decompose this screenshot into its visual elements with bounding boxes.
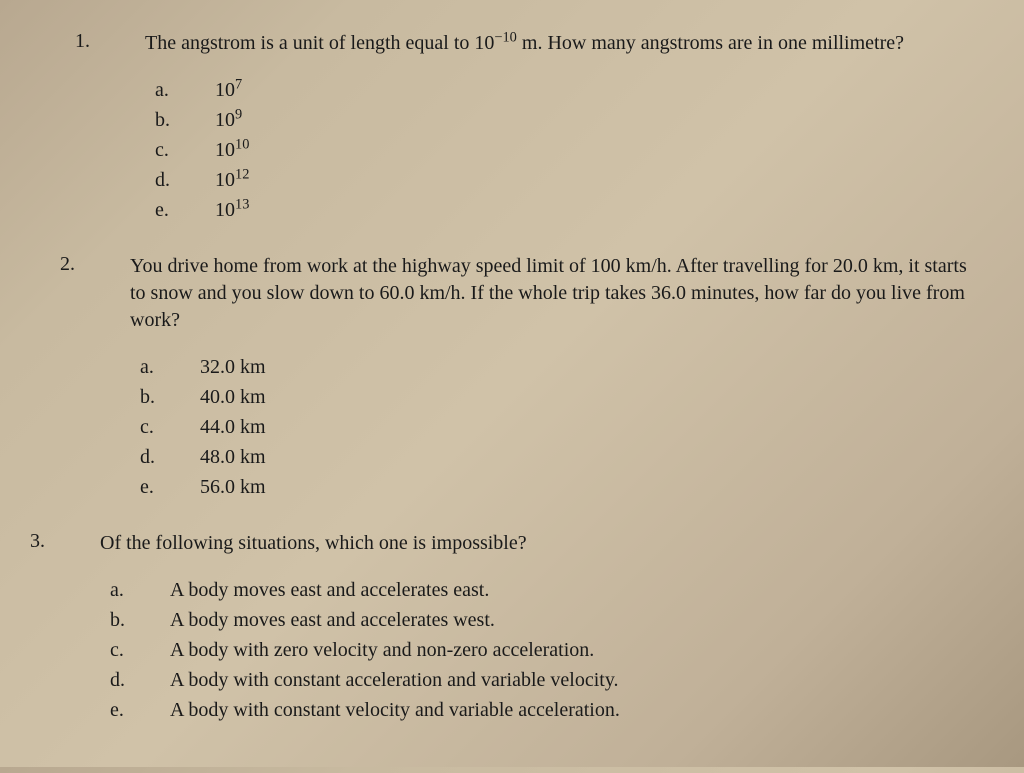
option-letter: d. [155,165,215,195]
question-2: 2. You drive home from work at the highw… [50,253,984,502]
question-body: The angstrom is a unit of length equal t… [145,30,984,225]
option-d: d. 1012 [155,165,984,195]
question-number: 1. [50,30,145,53]
option-text: 109 [215,105,984,135]
option-letter: d. [110,665,170,695]
question-text: The angstrom is a unit of length equal t… [145,30,984,57]
option-letter: b. [110,605,170,635]
q1-text-pre: The angstrom is a unit of length equal t… [145,32,494,54]
option-letter: b. [155,105,215,135]
option-letter: e. [155,195,215,225]
option-letter: d. [140,442,200,472]
option-text: 44.0 km [200,412,984,442]
options-list: a. A body moves east and accelerates eas… [110,575,984,725]
option-c: c. A body with zero velocity and non-zer… [110,635,984,665]
option-b: b. A body moves east and accelerates wes… [110,605,984,635]
option-c: c. 1010 [155,135,984,165]
option-text: 56.0 km [200,472,984,502]
options-list: a. 107 b. 109 c. 1010 d. 1012 e. 1013 [155,75,984,225]
option-a: a. 32.0 km [140,352,984,382]
worksheet-page: 1. The angstrom is a unit of length equa… [0,0,1024,773]
question-3: 3. Of the following situations, which on… [30,530,984,725]
question-body: Of the following situations, which one i… [100,530,984,725]
option-text: 48.0 km [200,442,984,472]
question-1: 1. The angstrom is a unit of length equa… [50,30,984,225]
option-b: b. 109 [155,105,984,135]
options-list: a. 32.0 km b. 40.0 km c. 44.0 km d. 48.0… [140,352,984,502]
question-text: You drive home from work at the highway … [130,253,984,334]
option-d: d. 48.0 km [140,442,984,472]
option-text: A body with constant velocity and variab… [170,695,984,725]
option-letter: a. [155,75,215,105]
option-e: e. 56.0 km [140,472,984,502]
option-text: 1013 [215,195,984,225]
option-b: b. 40.0 km [140,382,984,412]
option-text: 107 [215,75,984,105]
option-letter: b. [140,382,200,412]
q1-text-sup: −10 [494,29,517,45]
question-text: Of the following situations, which one i… [100,530,984,557]
option-text: 1012 [215,165,984,195]
option-letter: c. [155,135,215,165]
option-a: a. A body moves east and accelerates eas… [110,575,984,605]
option-text: A body moves east and accelerates west. [170,605,984,635]
q1-text-post: m. How many angstroms are in one millime… [517,32,904,54]
option-c: c. 44.0 km [140,412,984,442]
option-letter: e. [140,472,200,502]
option-letter: a. [140,352,200,382]
option-e: e. A body with constant velocity and var… [110,695,984,725]
option-a: a. 107 [155,75,984,105]
option-letter: c. [110,635,170,665]
question-number: 3. [30,530,100,553]
option-letter: a. [110,575,170,605]
option-text: 40.0 km [200,382,984,412]
option-text: 32.0 km [200,352,984,382]
option-text: 1010 [215,135,984,165]
option-text: A body with constant acceleration and va… [170,665,984,695]
option-e: e. 1013 [155,195,984,225]
question-number: 2. [50,253,130,276]
option-letter: e. [110,695,170,725]
question-body: You drive home from work at the highway … [130,253,984,502]
option-letter: c. [140,412,200,442]
option-d: d. A body with constant acceleration and… [110,665,984,695]
option-text: A body with zero velocity and non-zero a… [170,635,984,665]
option-text: A body moves east and accelerates east. [170,575,984,605]
